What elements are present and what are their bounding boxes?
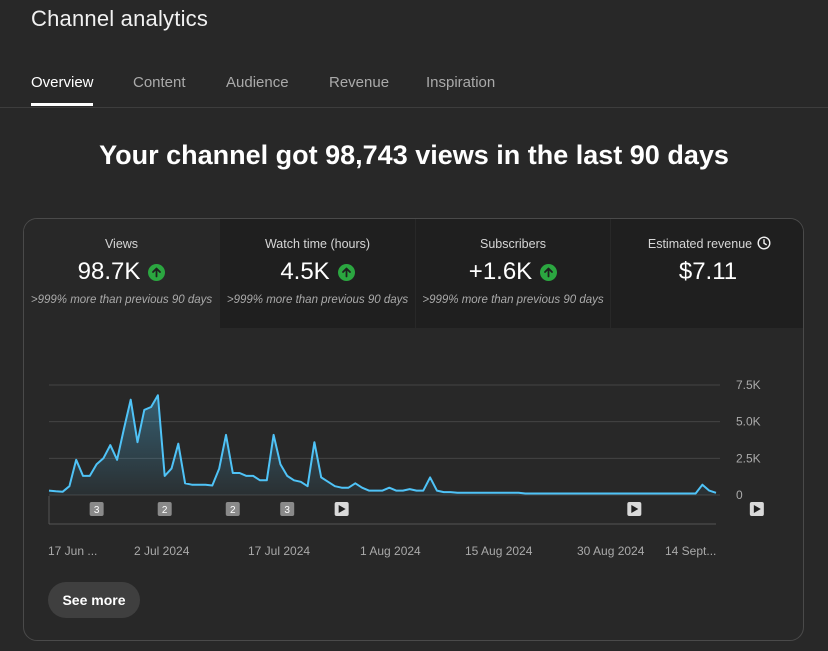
views-area	[49, 395, 716, 495]
marker-box	[225, 502, 240, 516]
upload-count-marker[interactable]: 3	[89, 502, 104, 516]
metric-estimated-revenue[interactable]: Estimated revenue $7.11	[611, 219, 803, 328]
tab-overview[interactable]: Overview	[31, 74, 94, 91]
metric-subscribers[interactable]: Subscribers +1.6K >999% more than previo…	[416, 219, 610, 328]
y-tick-label: 2.5K	[736, 451, 761, 465]
tab-bar: Overview Content Audience Revenue Inspir…	[0, 62, 828, 108]
metric-comparison: >999% more than previous 90 days	[226, 294, 409, 306]
metric-comparison: >999% more than previous 90 days	[422, 294, 604, 306]
y-tick-label: 0	[736, 488, 743, 502]
play-icon	[338, 505, 346, 513]
page-title: Channel analytics	[31, 6, 209, 31]
overview-card: Views 98.7K >999% more than previous 90 …	[23, 218, 804, 641]
metric-value: +1.6K	[468, 258, 533, 285]
views-headline: Your channel got 98,743 views in the las…	[99, 140, 729, 170]
arrow-up-icon	[540, 263, 558, 281]
metric-value: 4.5K	[280, 258, 330, 285]
metric-value-row: 98.7K	[24, 258, 219, 286]
marker-count: 3	[284, 505, 290, 516]
metric-value: $7.11	[678, 258, 738, 285]
marker-count: 2	[230, 505, 236, 516]
clock-icon[interactable]	[757, 236, 771, 250]
marker-box	[280, 502, 295, 516]
metric-label: Estimated revenue	[647, 237, 753, 251]
metric-value-row: +1.6K	[416, 258, 610, 286]
x-tick-label: 1 Aug 2024	[360, 544, 421, 558]
views-line	[48, 394, 717, 495]
views-chart[interactable]: 7.5K 5.0K 2.5K 0 3 2 2 3 17 Jun ... 2 Jul 2024 17 …	[24, 328, 803, 568]
x-tick-label: 17 Jul 2024	[248, 544, 310, 558]
metric-watch-time[interactable]: Watch time (hours) 4.5K >999% more than …	[220, 219, 415, 328]
video-marker[interactable]	[749, 502, 764, 516]
marker-count: 3	[94, 505, 100, 516]
metric-value-row: $7.11	[611, 258, 803, 286]
play-icon	[631, 505, 639, 513]
metric-comparison: >999% more than previous 90 days	[30, 294, 213, 306]
x-tick-label: 30 Aug 2024	[577, 544, 645, 558]
x-tick-label: 17 Jun ...	[48, 544, 97, 558]
video-marker[interactable]	[627, 502, 642, 516]
marker-count: 2	[162, 505, 168, 516]
views-chart-svg: 7.5K 5.0K 2.5K 0 3 2 2 3 17 Jun ... 2 Jul 2024 17 …	[48, 378, 764, 558]
y-tick-label: 5.0K	[736, 415, 761, 429]
metric-value: 98.7K	[77, 258, 141, 285]
metric-label: Watch time (hours)	[264, 237, 371, 251]
x-tick-label: 15 Aug 2024	[465, 544, 533, 558]
metric-label: Subscribers	[480, 237, 546, 251]
video-marker[interactable]	[334, 502, 349, 516]
y-tick-label: 7.5K	[736, 378, 761, 392]
tab-content[interactable]: Content	[133, 74, 186, 91]
x-tick-label: 14 Sept...	[665, 544, 716, 558]
marker-box	[89, 502, 104, 516]
tab-audience[interactable]: Audience	[226, 74, 289, 91]
upload-count-marker[interactable]: 3	[280, 502, 295, 516]
x-tick-label: 2 Jul 2024	[134, 544, 190, 558]
upload-count-marker[interactable]: 2	[225, 502, 240, 516]
marker-box	[157, 502, 172, 516]
play-icon	[753, 505, 761, 513]
metric-views[interactable]: Views 98.7K >999% more than previous 90 …	[24, 219, 219, 328]
arrow-up-icon	[337, 263, 355, 281]
see-more-button[interactable]: See more	[48, 582, 140, 618]
metric-value-row: 4.5K	[220, 258, 415, 286]
metric-label: Views	[104, 237, 139, 251]
active-tab-indicator	[31, 103, 93, 106]
tab-revenue[interactable]: Revenue	[329, 74, 390, 91]
tab-inspiration[interactable]: Inspiration	[426, 74, 496, 91]
arrow-up-icon	[148, 263, 166, 281]
upload-count-marker[interactable]: 2	[157, 502, 172, 516]
